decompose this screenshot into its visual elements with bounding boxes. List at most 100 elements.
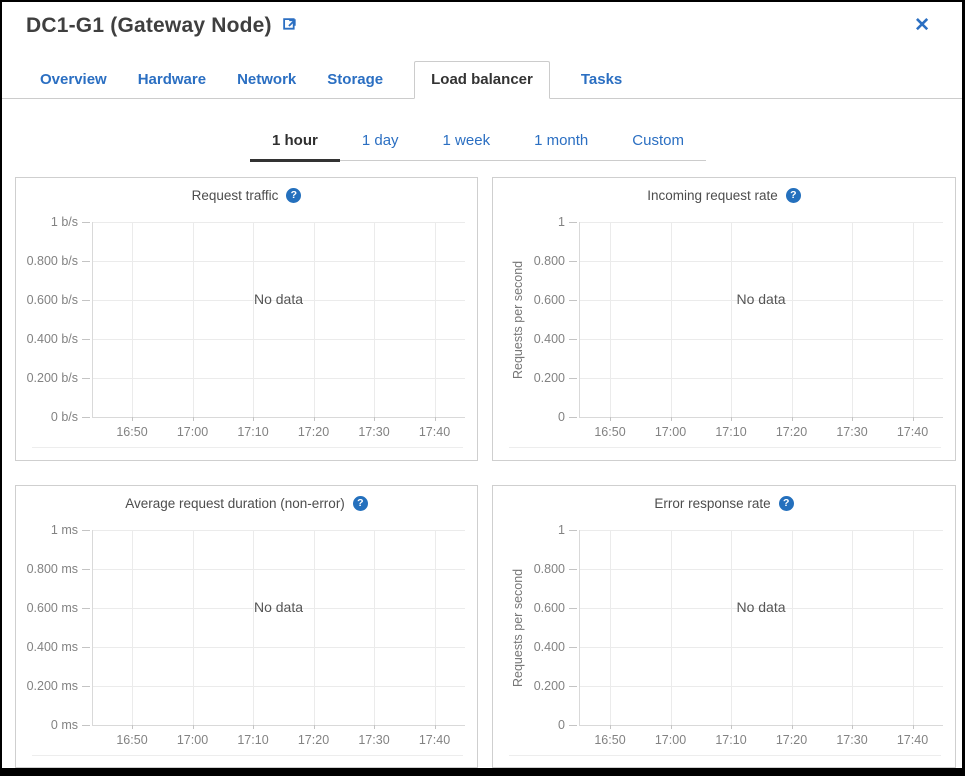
chart-bottom-divider	[509, 447, 941, 448]
x-tick-mark	[374, 417, 375, 421]
x-tick-label: 16:50	[594, 425, 626, 439]
grid-line-horizontal	[92, 608, 465, 609]
grid-line-vertical	[852, 222, 853, 417]
grid-line-vertical	[791, 222, 793, 417]
charts-grid: Request traffic ? 1 b/s 0.800 b/s 0.600 b/…	[2, 161, 962, 768]
y-tick-label: 1	[558, 523, 565, 537]
y-tick-mark	[82, 530, 90, 531]
x-tick-label: 17:40	[418, 425, 451, 439]
y-tick-mark	[82, 417, 90, 418]
help-icon[interactable]: ?	[352, 496, 368, 511]
y-tick-label: 0.200	[533, 679, 565, 693]
x-tick-label: 17:30	[358, 425, 390, 439]
x-tick-mark	[253, 725, 254, 729]
grid-line-vertical	[253, 530, 254, 725]
time-range-bar: 1 hour 1 day 1 week 1 month Custom	[2, 125, 962, 162]
grid-line-horizontal	[92, 378, 465, 379]
time-range-1-hour[interactable]: 1 hour	[250, 125, 340, 162]
x-tick-label: 17:30	[836, 425, 868, 439]
x-tick-label: 17:40	[418, 733, 451, 747]
x-tick-label: 17:00	[176, 733, 209, 747]
grid-line-horizontal	[92, 417, 465, 418]
y-axis-line	[92, 222, 93, 417]
help-icon[interactable]: ?	[286, 188, 302, 203]
y-tick-mark	[569, 378, 577, 379]
grid-line-vertical	[374, 222, 375, 417]
tab-network[interactable]: Network	[237, 71, 297, 88]
x-tick-label: 17:00	[654, 425, 687, 439]
tab-storage[interactable]: Storage	[327, 71, 384, 88]
time-range-custom[interactable]: Custom	[632, 132, 684, 149]
chart-bottom-divider	[32, 447, 463, 448]
help-icon[interactable]: ?	[778, 496, 794, 511]
chart-title-row: Incoming request rate ?	[493, 188, 955, 203]
x-tick-mark	[670, 725, 672, 729]
x-tick-mark	[791, 725, 793, 729]
chart-title: Average request duration (non-error)	[125, 496, 345, 511]
chart-canvas: 1 b/s 0.800 b/s 0.600 b/s 0.400 b/s 0.200 b/…	[16, 178, 477, 460]
y-tick-mark	[569, 608, 577, 609]
x-tick-mark	[192, 725, 194, 729]
x-tick-label: 16:50	[594, 733, 626, 747]
tab-overview[interactable]: Overview	[40, 71, 107, 88]
page-title: DC1-G1 (Gateway Node)	[26, 14, 272, 37]
x-tick-mark	[434, 417, 436, 421]
no-data-message: No data	[736, 599, 786, 615]
y-tick-mark	[82, 647, 90, 648]
x-tick-mark	[791, 417, 793, 421]
x-tick-label: 16:50	[116, 733, 148, 747]
chart-panel-error-response-rate: Error response rate ? Requests per secon…	[492, 485, 956, 768]
chart-title: Incoming request rate	[647, 188, 778, 203]
y-tick-label: 0.800 ms	[26, 562, 78, 576]
y-tick-mark	[569, 339, 577, 340]
grid-line-horizontal	[579, 725, 943, 726]
grid-line-horizontal	[579, 608, 943, 609]
grid-line-horizontal	[579, 339, 943, 340]
y-tick-label: 0.600	[533, 293, 565, 307]
grid-line-vertical	[192, 222, 194, 417]
x-tick-mark	[132, 417, 133, 421]
y-tick-label: 0.600	[533, 601, 565, 615]
y-tick-mark	[82, 261, 90, 262]
grid-line-horizontal	[92, 300, 465, 301]
y-tick-mark	[82, 725, 90, 726]
grid-line-vertical	[132, 530, 133, 725]
y-tick-mark	[569, 647, 577, 648]
y-tick-label: 0.800 b/s	[26, 254, 78, 268]
grid-line-vertical	[670, 530, 672, 725]
x-tick-label: 17:20	[297, 425, 330, 439]
x-tick-mark	[313, 417, 315, 421]
time-range-1-day[interactable]: 1 day	[361, 132, 399, 149]
external-link-icon[interactable]	[282, 17, 299, 39]
x-tick-mark	[610, 725, 611, 729]
y-tick-label: 0 ms	[50, 718, 78, 732]
y-tick-label: 0	[558, 410, 565, 424]
help-icon[interactable]: ?	[785, 188, 801, 203]
x-tick-mark	[912, 417, 914, 421]
grid-line-horizontal	[92, 339, 465, 340]
tab-hardware[interactable]: Hardware	[137, 71, 207, 88]
chart-canvas: Requests per second 1 0.800 0.600 0.400 0.200…	[493, 486, 955, 767]
grid-line-vertical	[132, 222, 133, 417]
no-data-message: No data	[253, 599, 304, 615]
time-range-tabs: 1 hour 1 day 1 week 1 month Custom	[250, 125, 706, 162]
grid-line-vertical	[912, 530, 914, 725]
x-tick-mark	[434, 725, 436, 729]
grid-line-horizontal	[92, 261, 465, 262]
grid-line-vertical	[731, 530, 732, 725]
grid-line-vertical	[852, 530, 853, 725]
y-tick-label: 1 ms	[50, 523, 78, 537]
time-range-1-week[interactable]: 1 week	[442, 132, 491, 149]
x-tick-label: 17:10	[715, 425, 747, 439]
grid-line-horizontal	[579, 417, 943, 418]
x-tick-mark	[731, 725, 732, 729]
close-icon[interactable]: ✕	[914, 15, 930, 36]
tab-tasks[interactable]: Tasks	[580, 71, 623, 88]
x-tick-mark	[253, 417, 254, 421]
x-tick-mark	[374, 725, 375, 729]
time-range-1-month[interactable]: 1 month	[534, 132, 589, 149]
chart-title-row: Average request duration (non-error) ?	[16, 496, 477, 511]
tab-load-balancer[interactable]: Load balancer	[414, 61, 550, 99]
grid-line-vertical	[670, 222, 672, 417]
x-tick-mark	[132, 725, 133, 729]
